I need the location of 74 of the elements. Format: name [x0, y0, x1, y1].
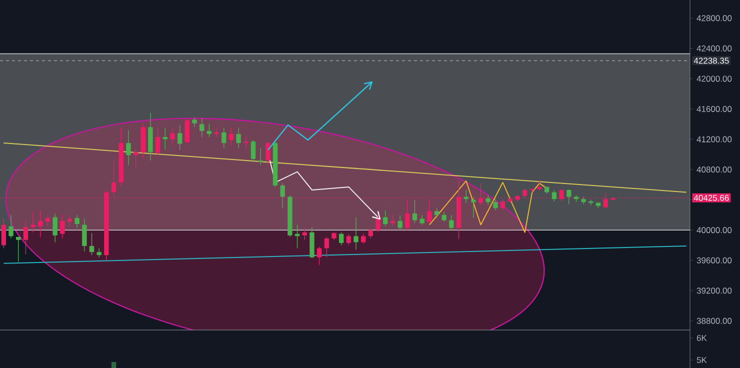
candlestick	[38, 210, 43, 238]
candlestick	[30, 212, 36, 233]
candlestick	[500, 198, 506, 211]
y-tick-label: 5K	[696, 357, 707, 364]
candlestick	[192, 116, 197, 128]
candlestick	[244, 135, 248, 150]
candlestick	[420, 214, 424, 226]
candlestick	[449, 214, 454, 230]
candlestick	[398, 215, 402, 230]
candlestick	[280, 182, 285, 208]
candlestick	[8, 214, 14, 239]
candlestick	[89, 232, 94, 256]
candlestick	[206, 124, 212, 138]
candlestick	[60, 214, 65, 239]
candlestick	[111, 160, 116, 196]
candlestick	[67, 215, 72, 227]
candlestick	[126, 130, 131, 166]
y-tick-label: 41200.00	[696, 136, 732, 142]
candlestick	[324, 236, 329, 258]
candlestick	[16, 236, 21, 262]
candlestick	[566, 188, 572, 205]
y-tick-label: 39200.00	[696, 288, 732, 294]
y-tick-label: 41600.00	[696, 106, 732, 112]
candlestick	[537, 180, 542, 190]
candlestick	[250, 140, 256, 162]
y-tick-label: 42800.00	[696, 15, 732, 22]
candlestick	[45, 214, 50, 227]
candlestick	[316, 246, 322, 266]
y-tick-label: 40800.00	[696, 166, 732, 173]
candlestick	[228, 128, 234, 146]
candlestick	[354, 216, 358, 250]
candlestick	[74, 214, 80, 228]
candlestick	[471, 196, 476, 218]
candlestick	[442, 212, 446, 222]
candlestick	[266, 141, 270, 166]
candlestick	[222, 128, 226, 149]
candlestick	[236, 128, 241, 149]
candlestick	[258, 148, 263, 166]
candlestick	[390, 214, 396, 227]
candlestick	[184, 118, 190, 144]
candlestick	[338, 232, 344, 246]
y-tick-label: 42400.00	[696, 45, 732, 52]
ref-line-label: 42238.35	[694, 58, 729, 64]
y-tick-label: 38800.00	[696, 318, 732, 324]
y-tick-label: 6K	[696, 334, 707, 341]
candlestick	[346, 234, 352, 246]
candlestick	[588, 199, 594, 206]
ref-line-label: 40425.66	[694, 194, 729, 201]
candlestick	[412, 199, 418, 224]
candlestick	[200, 118, 204, 138]
candlestick	[1, 218, 6, 249]
y-tick-label: 42000.00	[696, 76, 732, 82]
candlestick	[361, 234, 366, 244]
candlestick	[162, 128, 168, 150]
candlestick	[405, 199, 410, 230]
y-tick-label: 40000.00	[696, 227, 732, 234]
candlestick	[82, 218, 87, 252]
candlestick	[133, 148, 138, 168]
candlestick	[552, 190, 557, 202]
candlestick	[23, 220, 28, 255]
candlestick	[383, 210, 388, 227]
candlestick	[177, 124, 182, 150]
candlestick	[434, 208, 440, 218]
line-series	[428, 180, 548, 233]
candlestick	[368, 227, 374, 239]
y-tick-label: 39600.00	[696, 257, 732, 264]
candlestick	[493, 198, 498, 211]
candlestick	[155, 128, 160, 156]
candlestick	[170, 128, 175, 146]
candlestick	[302, 227, 307, 240]
candlestick	[214, 128, 219, 138]
candlestick	[96, 248, 102, 258]
candlestick	[376, 212, 380, 233]
candlestick	[52, 213, 58, 243]
